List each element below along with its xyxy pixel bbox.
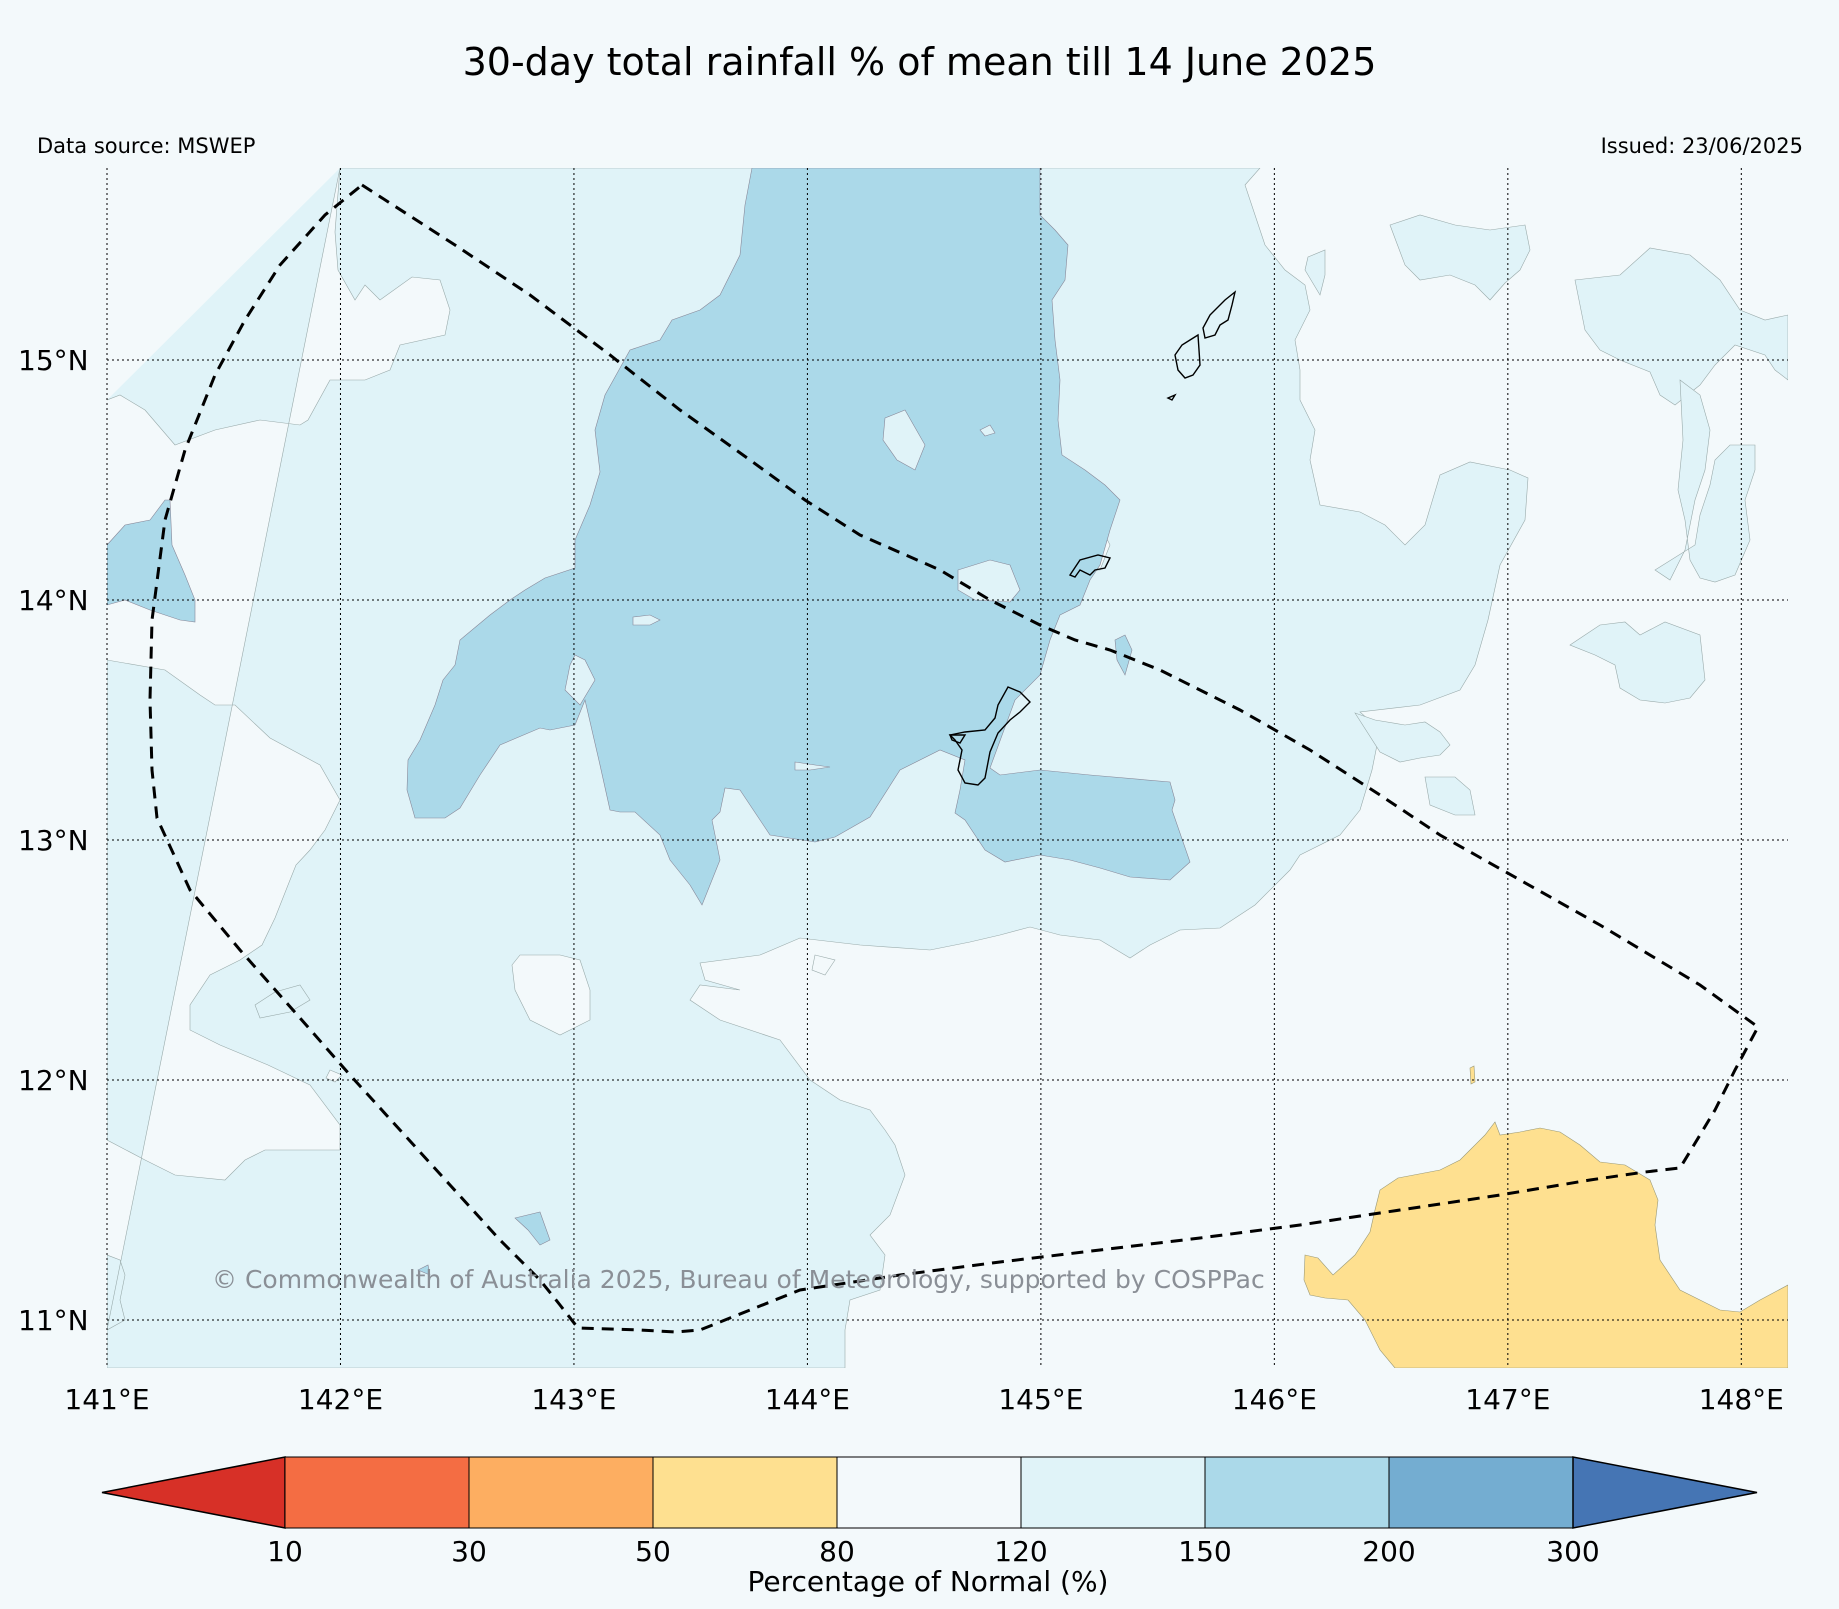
- colorbar-tick-label: 30: [451, 1535, 487, 1568]
- island-saipan: [1202, 290, 1237, 339]
- colorbar-segment: [652, 1456, 838, 1529]
- island-guam-spur: [948, 734, 967, 744]
- band-50-80-southeast: [1303, 1121, 1788, 1368]
- island-rota: [1068, 554, 1112, 578]
- lat-label: 12°N: [18, 1064, 89, 1097]
- credit-text: © Commonwealth of Australia 2025, Bureau…: [212, 1265, 1265, 1294]
- colorbar-segment: [284, 1456, 470, 1529]
- lat-label: 14°N: [18, 584, 89, 617]
- colorbar-tick-label: 120: [994, 1535, 1047, 1568]
- colorbar-tick-label: 200: [1362, 1535, 1415, 1568]
- colorbar-segment: [1388, 1456, 1574, 1529]
- lon-label: 147°E: [1465, 1383, 1550, 1416]
- colorbar-tick-label: 150: [1178, 1535, 1231, 1568]
- colorbar-segment: [1204, 1456, 1390, 1529]
- band-150-200-west: [107, 499, 196, 623]
- band-120-150-inner-1: [882, 409, 926, 471]
- eez-boundary-dashed: [148, 183, 1760, 1334]
- colorbar-title: Percentage of Normal (%): [748, 1565, 1109, 1598]
- lon-label: 145°E: [998, 1383, 1083, 1416]
- colorbar: [101, 1456, 1758, 1529]
- band-120-150-patch-e2: [1569, 621, 1706, 704]
- colorbar-tick-label: 50: [635, 1535, 671, 1568]
- lon-label: 146°E: [1232, 1383, 1317, 1416]
- band-120-150-patch-ne3: [1574, 247, 1788, 406]
- band-120-150-inner-4: [632, 614, 661, 626]
- band-120-150-patch-e1: [1654, 379, 1756, 583]
- colorbar-tick-label: 10: [267, 1535, 303, 1568]
- lat-label: 11°N: [18, 1304, 89, 1337]
- band-120-150-inner-5: [794, 761, 831, 771]
- island-aguijan: [1166, 393, 1177, 401]
- band-120-150-patch-e4: [1354, 712, 1451, 763]
- colorbar-segment: [468, 1456, 654, 1529]
- band-50-80-sliver: [1469, 1065, 1476, 1085]
- band-150-200-east-spot: [1114, 634, 1133, 676]
- lat-label: 13°N: [18, 824, 89, 857]
- band-120-150-patch-ne1: [1389, 214, 1531, 301]
- latitude-labels: 15°N 14°N 13°N 12°N 11°N: [18, 344, 89, 1337]
- colorbar-extend-high: [1572, 1456, 1758, 1529]
- island-guam: [948, 686, 1031, 786]
- island-tinian: [1174, 333, 1201, 379]
- colorbar-segment: [836, 1456, 1022, 1529]
- colorbar-tick-labels: 10 30 50 80 120 150 200 300: [267, 1535, 1600, 1568]
- band-150-200-dot: [417, 1264, 431, 1276]
- band-120-150-inner-6: [979, 424, 996, 437]
- band-120-150-patch-e3: [1424, 776, 1476, 816]
- issued-date-label: Issued: 23/06/2025: [1600, 134, 1803, 158]
- colorbar-extend-low: [101, 1456, 286, 1529]
- lon-label: 148°E: [1699, 1383, 1784, 1416]
- colorbar-tick-label: 300: [1546, 1535, 1599, 1568]
- lon-label: 144°E: [765, 1383, 850, 1416]
- colorbar-tick-label: 80: [819, 1535, 855, 1568]
- band-120-150-patch-ne2: [1304, 249, 1326, 296]
- lon-label: 142°E: [298, 1383, 383, 1416]
- graticule: [106, 168, 1788, 1368]
- band-80-120-hole-1: [511, 954, 591, 1036]
- island-coastlines: [948, 290, 1237, 786]
- band-150-200-south-spot: [514, 1211, 551, 1246]
- band-80-120-hole-3: [811, 954, 836, 976]
- colorbar-segment: [1020, 1456, 1206, 1529]
- band-120-150-inner-2: [957, 559, 1021, 603]
- band-80-120-hole-2: [325, 1069, 343, 1083]
- band-120-150-patch-w1: [254, 984, 311, 1019]
- lon-label: 141°E: [64, 1383, 149, 1416]
- lat-label: 15°N: [18, 344, 89, 377]
- band-150-200-main: [406, 168, 1191, 906]
- map-title: 30-day total rainfall % of mean till 14 …: [462, 40, 1377, 84]
- band-120-150-inner-3: [564, 654, 596, 706]
- lon-label: 143°E: [531, 1383, 616, 1416]
- longitude-labels: 141°E 142°E 143°E 144°E 145°E 146°E 147°E 148°E: [64, 1383, 1783, 1416]
- data-source-label: Data source: MSWEP: [37, 134, 256, 158]
